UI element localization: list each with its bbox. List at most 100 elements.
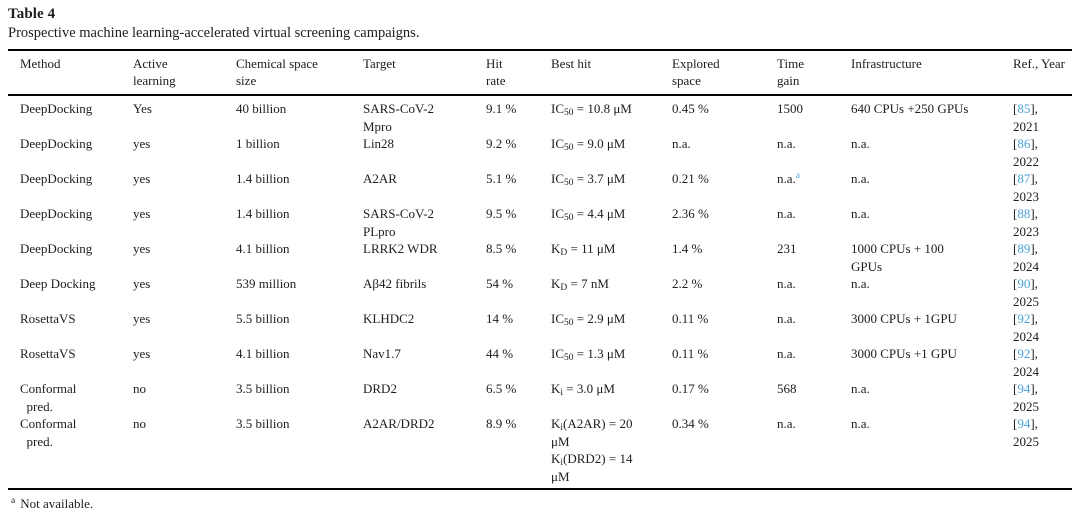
cell-active-learning: no (133, 416, 146, 431)
cell-best-hit: IC50 = 2.9 μM (551, 311, 626, 328)
cell-ref-year: [86], 2022 (1013, 136, 1039, 169)
ref-link[interactable]: 86 (1017, 136, 1031, 151)
cell-best-hit: KD = 11 μM (551, 241, 616, 258)
footnote-ref-link[interactable]: a (795, 171, 800, 181)
table-row: Conformal pred. no 3.5 billion A2AR/DRD2 8.9… (8, 415, 1072, 489)
ref-link[interactable]: 92 (1017, 346, 1031, 361)
cell-chemical-space-size: 3.5 billion (236, 416, 290, 431)
cell-explored-space: 0.34 % (672, 416, 709, 431)
cell-best-hit: Ki(A2AR) = 20 μM Ki(DRD2) = 14 μM (551, 416, 633, 484)
cell-method: RosettaVS (20, 346, 76, 361)
cell-hit-rate: 8.9 % (486, 416, 517, 431)
cell-best-hit: IC50 = 3.7 μM (551, 171, 626, 188)
cell-time-gain: n.a. (777, 311, 796, 326)
footnote-marker: a (11, 496, 16, 506)
ref-link[interactable]: 94 (1017, 416, 1031, 431)
cell-chemical-space-size: 1.4 billion (236, 171, 290, 186)
cell-chemical-space-size: 5.5 billion (236, 311, 290, 326)
cell-explored-space: 0.21 % (672, 171, 709, 186)
table-title: Table 4 (8, 6, 56, 22)
cell-target: LRRK2 WDR (363, 241, 438, 256)
cell-target: Aβ42 fibrils (363, 276, 427, 291)
col-header-best-hit: Best hit (539, 50, 660, 96)
cell-time-gain: n.a. (777, 346, 796, 361)
cell-method: Conformal pred. (20, 416, 77, 449)
col-header-infrastructure: Infrastructure (839, 50, 1001, 96)
cell-hit-rate: 9.1 % (486, 101, 517, 116)
cell-chemical-space-size: 3.5 billion (236, 381, 290, 396)
cell-explored-space: 1.4 % (672, 241, 703, 256)
cell-target: Lin28 (363, 136, 395, 151)
ref-link[interactable]: 90 (1017, 276, 1031, 291)
col-header-chemical-space-size: Chemical space size (224, 50, 351, 96)
cell-time-gain: 568 (777, 381, 797, 396)
table-row: RosettaVS yes 5.5 billion KLHDC2 14 % IC50 = … (8, 310, 1072, 345)
cell-hit-rate: 14 % (486, 311, 514, 326)
cell-ref-year: [94], 2025 (1013, 381, 1039, 414)
cell-active-learning: yes (133, 241, 151, 256)
cell-ref-year: [92], 2024 (1013, 346, 1039, 379)
cell-chemical-space-size: 539 million (236, 276, 297, 291)
cell-time-gain: n.a.a (777, 171, 800, 186)
cell-ref-year: [85], 2021 (1013, 101, 1039, 134)
ref-link[interactable]: 89 (1017, 241, 1031, 256)
cell-best-hit: KD = 7 nM (551, 276, 609, 293)
table-row: Deep Docking yes 539 million Aβ42 fibrils 54… (8, 275, 1072, 310)
cell-best-hit: IC50 = 10.8 μM (551, 101, 632, 118)
cell-infrastructure: 640 CPUs +250 GPUs (851, 101, 969, 116)
ref-link[interactable]: 88 (1017, 206, 1031, 221)
table-caption: Prospective machine learning-accelerated… (8, 25, 420, 41)
cell-method: RosettaVS (20, 311, 76, 326)
cell-chemical-space-size: 40 billion (236, 101, 287, 116)
col-header-hit-rate: Hit rate (474, 50, 539, 96)
cell-infrastructure: 1000 CPUs + 100 GPUs (851, 241, 944, 274)
cell-hit-rate: 44 % (486, 346, 514, 361)
cell-infrastructure: n.a. (851, 206, 870, 221)
table-row: DeepDocking yes 4.1 billion LRRK2 WDR 8.5 % K… (8, 240, 1072, 275)
cell-active-learning: yes (133, 171, 151, 186)
cell-ref-year: [90], 2025 (1013, 276, 1039, 309)
cell-active-learning: yes (133, 206, 151, 221)
table-header: Method Active learning Chemical space size Ta… (8, 50, 1072, 96)
table-row: DeepDocking yes 1 billion Lin28 9.2 % IC50 = … (8, 135, 1072, 170)
cell-chemical-space-size: 1 billion (236, 136, 280, 151)
col-header-method: Method (8, 50, 121, 96)
cell-hit-rate: 8.5 % (486, 241, 517, 256)
cell-target: SARS-CoV-2 Mpro (363, 101, 435, 134)
cell-target: KLHDC2 (363, 311, 415, 326)
ref-link[interactable]: 92 (1017, 311, 1031, 326)
cell-infrastructure: n.a. (851, 416, 870, 431)
cell-time-gain: n.a. (777, 276, 796, 291)
cell-explored-space: 2.2 % (672, 276, 703, 291)
cell-time-gain: 231 (777, 241, 797, 256)
ref-link[interactable]: 94 (1017, 381, 1031, 396)
cell-active-learning: yes (133, 346, 151, 361)
header-row: Method Active learning Chemical space size Ta… (8, 50, 1072, 96)
col-header-target: Target (351, 50, 474, 96)
footnote-text: Not available. (20, 496, 94, 511)
table-row: Conformal pred. no 3.5 billion DRD2 6.5 % Ki … (8, 380, 1072, 415)
cell-time-gain: 1500 (777, 101, 803, 116)
cell-infrastructure: 3000 CPUs + 1GPU (851, 311, 957, 326)
cell-time-gain: n.a. (777, 136, 796, 151)
cell-chemical-space-size: 4.1 billion (236, 346, 290, 361)
ref-link[interactable]: 85 (1017, 101, 1031, 116)
cell-infrastructure: 3000 CPUs +1 GPU (851, 346, 957, 361)
cell-active-learning: yes (133, 276, 151, 291)
cell-infrastructure: n.a. (851, 171, 870, 186)
cell-hit-rate: 9.2 % (486, 136, 517, 151)
cell-explored-space: 0.17 % (672, 381, 709, 396)
col-header-active-learning: Active learning (121, 50, 224, 96)
table-row: DeepDocking yes 1.4 billion A2AR 5.1 % IC50 =… (8, 170, 1072, 205)
cell-explored-space: 0.11 % (672, 346, 709, 361)
cell-target: A2AR/DRD2 (363, 416, 435, 431)
table-body: DeepDocking Yes 40 billion SARS-CoV-2 Mpro 9.… (8, 95, 1072, 489)
cell-method: DeepDocking (20, 241, 93, 256)
ref-link[interactable]: 87 (1017, 171, 1031, 186)
cell-infrastructure: n.a. (851, 276, 870, 291)
cell-hit-rate: 54 % (486, 276, 514, 291)
cell-target: DRD2 (363, 381, 397, 396)
table-row: DeepDocking Yes 40 billion SARS-CoV-2 Mpro 9.… (8, 95, 1072, 135)
cell-time-gain: n.a. (777, 206, 796, 221)
